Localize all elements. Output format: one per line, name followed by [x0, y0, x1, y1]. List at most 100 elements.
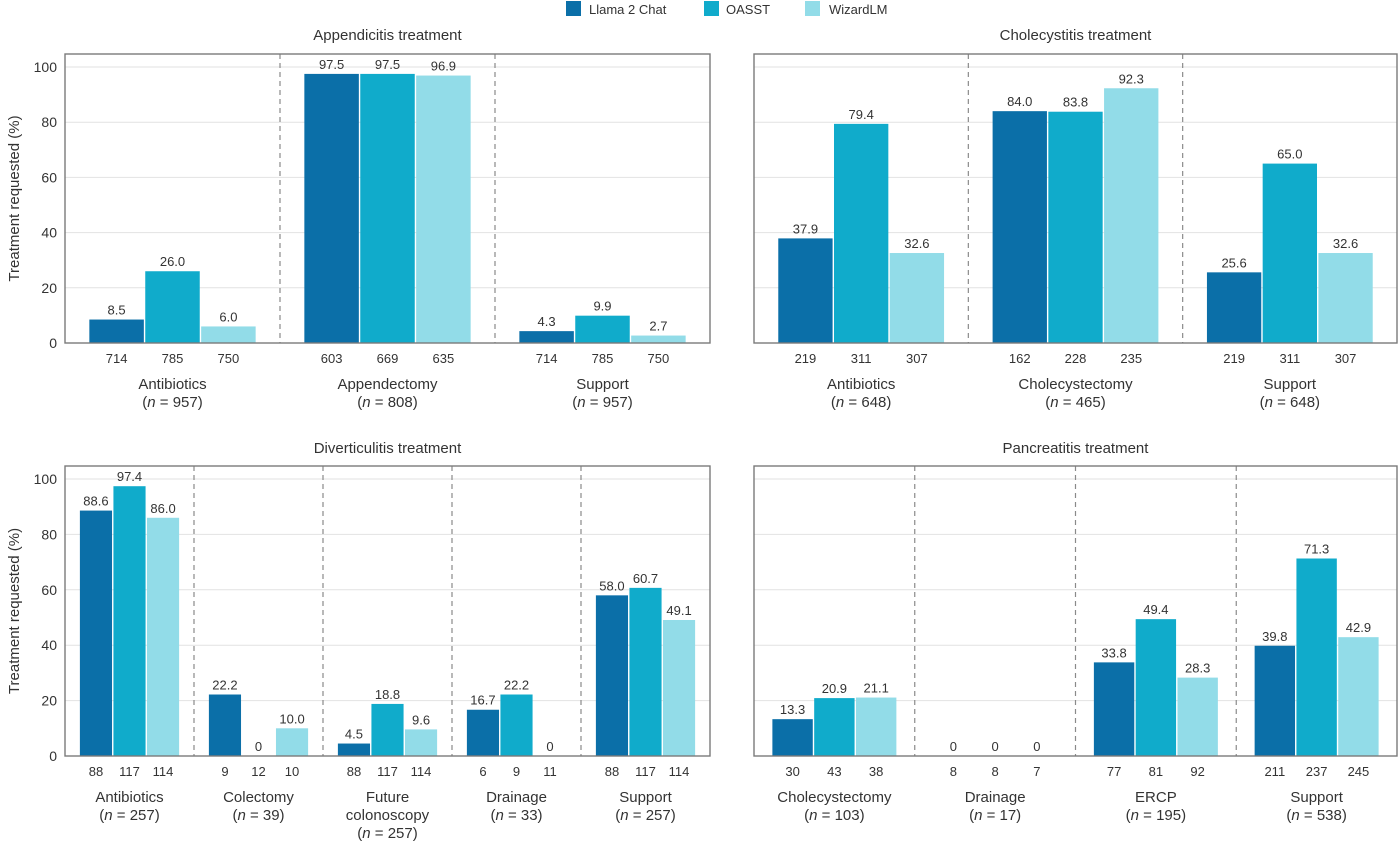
n-symbol: n [1265, 394, 1273, 411]
data-label: 13.3 [780, 702, 805, 717]
count-label: 9 [513, 764, 520, 779]
data-label: 39.8 [1262, 629, 1287, 644]
count-label: 307 [906, 351, 928, 366]
n-label: (n = 195) [1126, 807, 1186, 824]
paren: ( [357, 825, 362, 842]
data-label: 2.7 [649, 319, 667, 334]
category-label: colonoscopy [346, 807, 430, 824]
group-ercp: 33.8 77 49.4 81 28.3 92 ERCP(n = 195) [1074, 466, 1218, 824]
n-value: = 257) [113, 807, 160, 824]
n-symbol: n [362, 394, 370, 411]
y-tick-label: 60 [41, 582, 57, 598]
n-value: = 957) [156, 394, 203, 411]
group-antibiotics: 37.9 219 79.4 311 32.6 307 Antibiotics(n = 648… [778, 107, 945, 411]
category-label: ERCP [1135, 789, 1177, 806]
data-label: 16.7 [470, 693, 495, 708]
count-label: 9 [221, 764, 228, 779]
data-label: 71.3 [1304, 541, 1329, 556]
bar-llama-2-chat [79, 510, 113, 756]
n-label: (n = 957) [142, 394, 202, 411]
legend-label: WizardLM [829, 2, 888, 17]
n-label: (n = 33) [490, 807, 542, 824]
bar-wizardlm [404, 729, 438, 756]
count-label: 11 [543, 764, 557, 779]
data-label: 18.8 [375, 687, 400, 702]
count-label: 307 [1335, 351, 1357, 366]
count-label: 211 [1264, 764, 1285, 779]
paren: ( [1126, 807, 1131, 824]
data-label: 42.9 [1346, 620, 1371, 635]
category-label: Support [1264, 376, 1317, 393]
count-label: 30 [785, 764, 799, 779]
count-label: 88 [347, 764, 361, 779]
data-label: 58.0 [599, 578, 624, 593]
n-label: (n = 465) [1045, 394, 1105, 411]
n-label: (n = 257) [615, 807, 675, 824]
category-label: Support [576, 376, 629, 393]
count-label: 750 [218, 351, 240, 366]
count-label: 8 [950, 764, 957, 779]
count-label: 750 [648, 351, 670, 366]
group-support: 39.8 211 71.3 237 42.9 245 Support(n = 538) [1235, 466, 1379, 824]
plot-frame [753, 53, 1398, 344]
n-label: (n = 538) [1286, 807, 1346, 824]
panel-diverticulitis: Diverticulitis treatment020406080100Trea… [6, 440, 711, 842]
n-value: = 103) [817, 807, 864, 824]
bar-oasst [145, 271, 200, 343]
bar-llama-2-chat [595, 595, 629, 756]
paren: ( [831, 394, 836, 411]
data-label: 79.4 [849, 107, 874, 122]
count-label: 81 [1149, 764, 1163, 779]
count-label: 114 [153, 764, 174, 779]
paren: ( [1260, 394, 1265, 411]
count-label: 219 [1223, 351, 1245, 366]
paren: ( [572, 394, 577, 411]
count-label: 10 [285, 764, 299, 779]
count-label: 114 [669, 764, 690, 779]
n-symbol: n [147, 394, 155, 411]
n-value: = 808) [371, 394, 418, 411]
paren: ( [357, 394, 362, 411]
bar-wizardlm [855, 697, 897, 756]
data-label: 26.0 [160, 254, 185, 269]
panel-title: Cholecystitis treatment [1000, 27, 1153, 44]
group-support: 4.3 714 9.9 785 2.7 750 Support(n = 957) [494, 54, 686, 411]
n-value: = 33) [504, 807, 543, 824]
data-label: 88.6 [83, 494, 108, 509]
bar-oasst [629, 587, 662, 756]
bar-llama-2-chat [519, 331, 574, 343]
bar-oasst [814, 698, 855, 756]
bar-wizardlm [1318, 253, 1373, 343]
count-label: 38 [869, 764, 883, 779]
data-label: 97.5 [375, 57, 400, 72]
paren: ( [490, 807, 495, 824]
count-label: 785 [162, 351, 184, 366]
count-label: 603 [321, 351, 343, 366]
paren: ( [142, 394, 147, 411]
panel-cholecystitis: Cholecystitis treatment 37.9 219 79.4 311 32.… [753, 27, 1398, 411]
bar-wizardlm [889, 253, 945, 343]
data-label: 97.4 [117, 469, 142, 484]
count-label: 311 [851, 351, 872, 366]
bar-oasst [360, 73, 415, 344]
bar-oasst [1296, 558, 1337, 756]
bar-llama-2-chat [992, 111, 1047, 343]
n-label: (n = 257) [99, 807, 159, 824]
data-label: 9.9 [593, 299, 611, 314]
n-symbol: n [577, 394, 585, 411]
data-label: 32.6 [1333, 236, 1358, 251]
data-label: 49.1 [666, 603, 691, 618]
n-value: = 195) [1139, 807, 1186, 824]
panel-title: Diverticulitis treatment [314, 440, 462, 457]
group-antibiotics: 8.5 714 26.0 785 6.0 750 Antibiotics(n = 957) [89, 254, 256, 411]
paren: ( [232, 807, 237, 824]
data-label: 10.0 [279, 711, 304, 726]
y-tick-label: 0 [49, 335, 57, 351]
data-label: 8.5 [108, 303, 126, 318]
n-label: (n = 648) [831, 394, 891, 411]
count-label: 8 [992, 764, 999, 779]
paren: ( [969, 807, 974, 824]
data-label: 33.8 [1101, 645, 1126, 660]
category-label: Antibiotics [95, 789, 163, 806]
